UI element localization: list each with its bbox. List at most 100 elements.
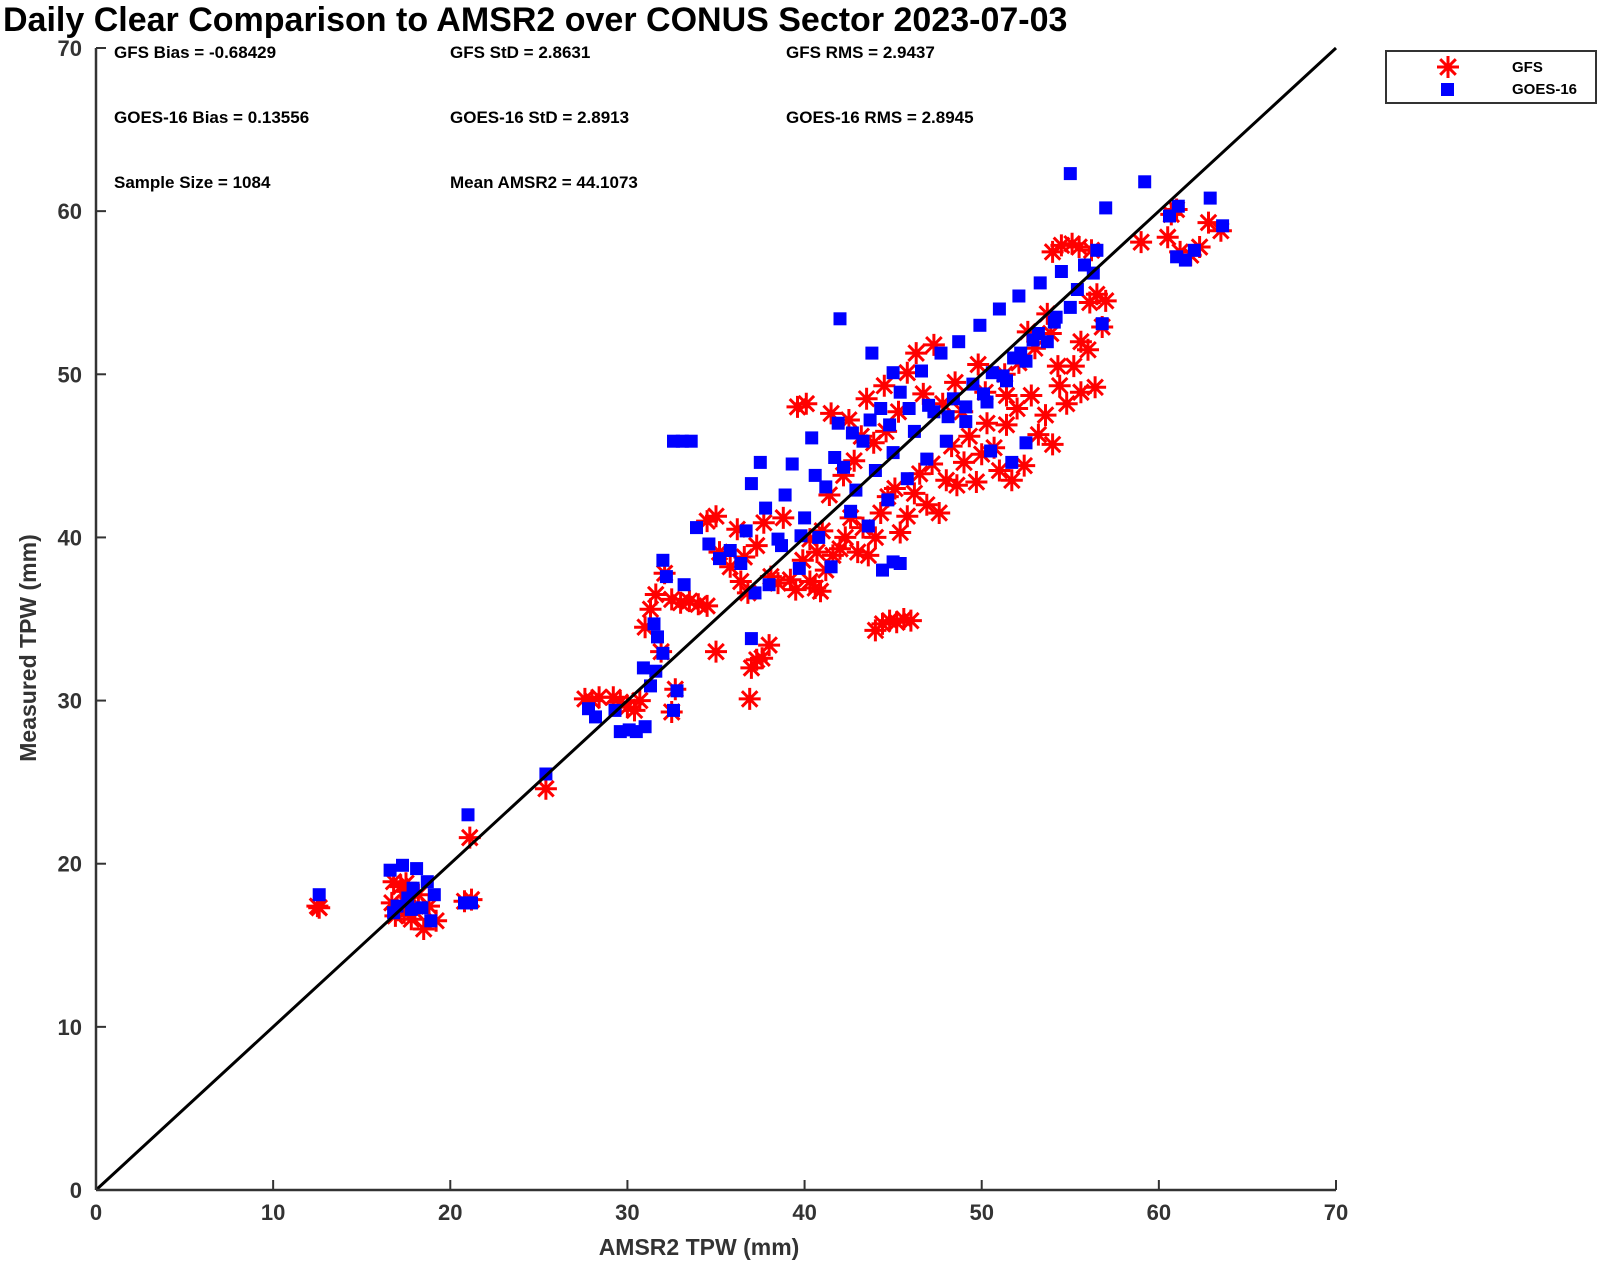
- gfs-point: [751, 647, 774, 670]
- y-tick-label: 0: [70, 1178, 82, 1203]
- gfs-point: [745, 534, 768, 557]
- gfs-point: [1055, 392, 1078, 415]
- y-tick-label: 30: [58, 689, 82, 714]
- gfs-point: [944, 371, 967, 394]
- goes16-point: [312, 888, 326, 902]
- legend-gfs-label: GFS: [1512, 59, 1543, 76]
- gfs-point: [395, 872, 417, 895]
- goes16-point: [734, 557, 748, 570]
- goes16-point: [1005, 455, 1019, 469]
- gfs-point: [1020, 384, 1043, 407]
- gfs-point: [899, 609, 922, 632]
- gfs-point: [795, 392, 818, 415]
- goes16-point: [824, 560, 838, 574]
- goes16-point: [1070, 283, 1084, 296]
- y-tick-label: 20: [58, 852, 82, 877]
- gfs-point: [719, 555, 742, 578]
- goes16-point: [656, 553, 670, 567]
- goes16-point: [876, 563, 889, 577]
- goes16-point: [1203, 191, 1217, 205]
- gfs-point: [958, 425, 981, 448]
- gfs-point: [1197, 211, 1220, 234]
- gfs-point: [1000, 469, 1023, 492]
- gfs-point: [1039, 322, 1062, 345]
- goes16-point: [410, 862, 424, 876]
- goes16-point: [744, 477, 758, 491]
- goes16-point: [874, 402, 888, 415]
- goes16-point: [837, 460, 850, 474]
- gfs-point: [995, 413, 1018, 436]
- x-axis-label: AMSR2 TPW (mm): [599, 1234, 800, 1260]
- goes16-point: [461, 808, 475, 822]
- gfs-point: [669, 591, 692, 614]
- stats-annotations: GFS Bias = -0.68429 GFS StD = 2.8631 GFS…: [114, 43, 974, 192]
- y-tick-label: 10: [58, 1015, 82, 1040]
- goes16-point: [670, 684, 684, 698]
- goes16-point: [1014, 346, 1028, 360]
- gfs-point: [786, 395, 809, 418]
- gfs-point: [581, 689, 603, 712]
- goes16-point: [992, 302, 1006, 316]
- gfs-point: [745, 648, 768, 671]
- gfs-point: [837, 409, 860, 431]
- goes16-point: [744, 632, 758, 646]
- gfs-point: [905, 342, 928, 365]
- gfs-point: [892, 608, 915, 630]
- legend-goes-marker: [1441, 83, 1454, 96]
- gfs-point: [846, 541, 869, 564]
- goes16-point: [1063, 167, 1077, 181]
- gfs-point: [889, 521, 912, 544]
- goes16-point: [1163, 209, 1176, 223]
- gfs-point: [931, 392, 954, 415]
- gfs-point: [616, 696, 639, 719]
- goes16-point: [792, 561, 806, 575]
- gfs-point: [1041, 240, 1064, 263]
- gfs-point: [628, 689, 651, 712]
- goes16-point: [1099, 201, 1113, 215]
- gfs-point: [869, 502, 892, 524]
- goes16-point: [649, 664, 663, 678]
- goes16-point: [723, 544, 737, 557]
- goes16-point: [941, 410, 955, 424]
- goes16-point: [1216, 219, 1230, 233]
- gfs-point: [1094, 289, 1117, 312]
- gfs-point: [862, 431, 885, 454]
- goes16-point: [1138, 175, 1152, 189]
- goes16-point: [785, 457, 799, 471]
- goes16-point: [833, 312, 847, 326]
- goes16-point: [762, 578, 776, 592]
- gfs-point: [873, 374, 896, 397]
- goes16-point: [702, 537, 716, 551]
- goes16-point: [690, 521, 703, 535]
- gfs-point: [308, 896, 331, 919]
- gfs-point: [967, 353, 990, 376]
- gfs-point: [976, 412, 998, 435]
- goes16-point: [959, 400, 973, 414]
- gfs-point: [1013, 454, 1036, 477]
- gfs-point: [1069, 330, 1092, 353]
- gfs-point: [418, 895, 440, 918]
- goes16-point: [415, 901, 429, 915]
- gfs-point: [740, 656, 763, 679]
- stat-sample-size: Sample Size = 1084: [114, 173, 271, 192]
- gfs-point: [908, 462, 931, 485]
- goes16-point: [984, 444, 998, 458]
- goes16-point: [387, 906, 401, 920]
- gfs-point: [945, 474, 968, 497]
- gfs-point: [878, 609, 901, 632]
- gfs-point: [834, 526, 857, 549]
- goes16-point: [798, 511, 812, 525]
- gfs-point: [912, 382, 935, 405]
- gfs-point: [678, 590, 701, 613]
- x-tick-label: 70: [1324, 1200, 1348, 1225]
- goes16-point: [748, 586, 762, 600]
- gfs-point: [772, 506, 795, 529]
- goes16-point: [819, 480, 833, 494]
- goes16-point: [396, 858, 409, 872]
- gfs-point: [726, 518, 749, 541]
- goes16-point: [977, 387, 990, 401]
- chart-title: Daily Clear Comparison to AMSR2 over CON…: [3, 1, 1067, 39]
- gfs-point: [857, 544, 880, 567]
- gfs-point: [736, 581, 759, 604]
- goes16-point: [651, 630, 664, 644]
